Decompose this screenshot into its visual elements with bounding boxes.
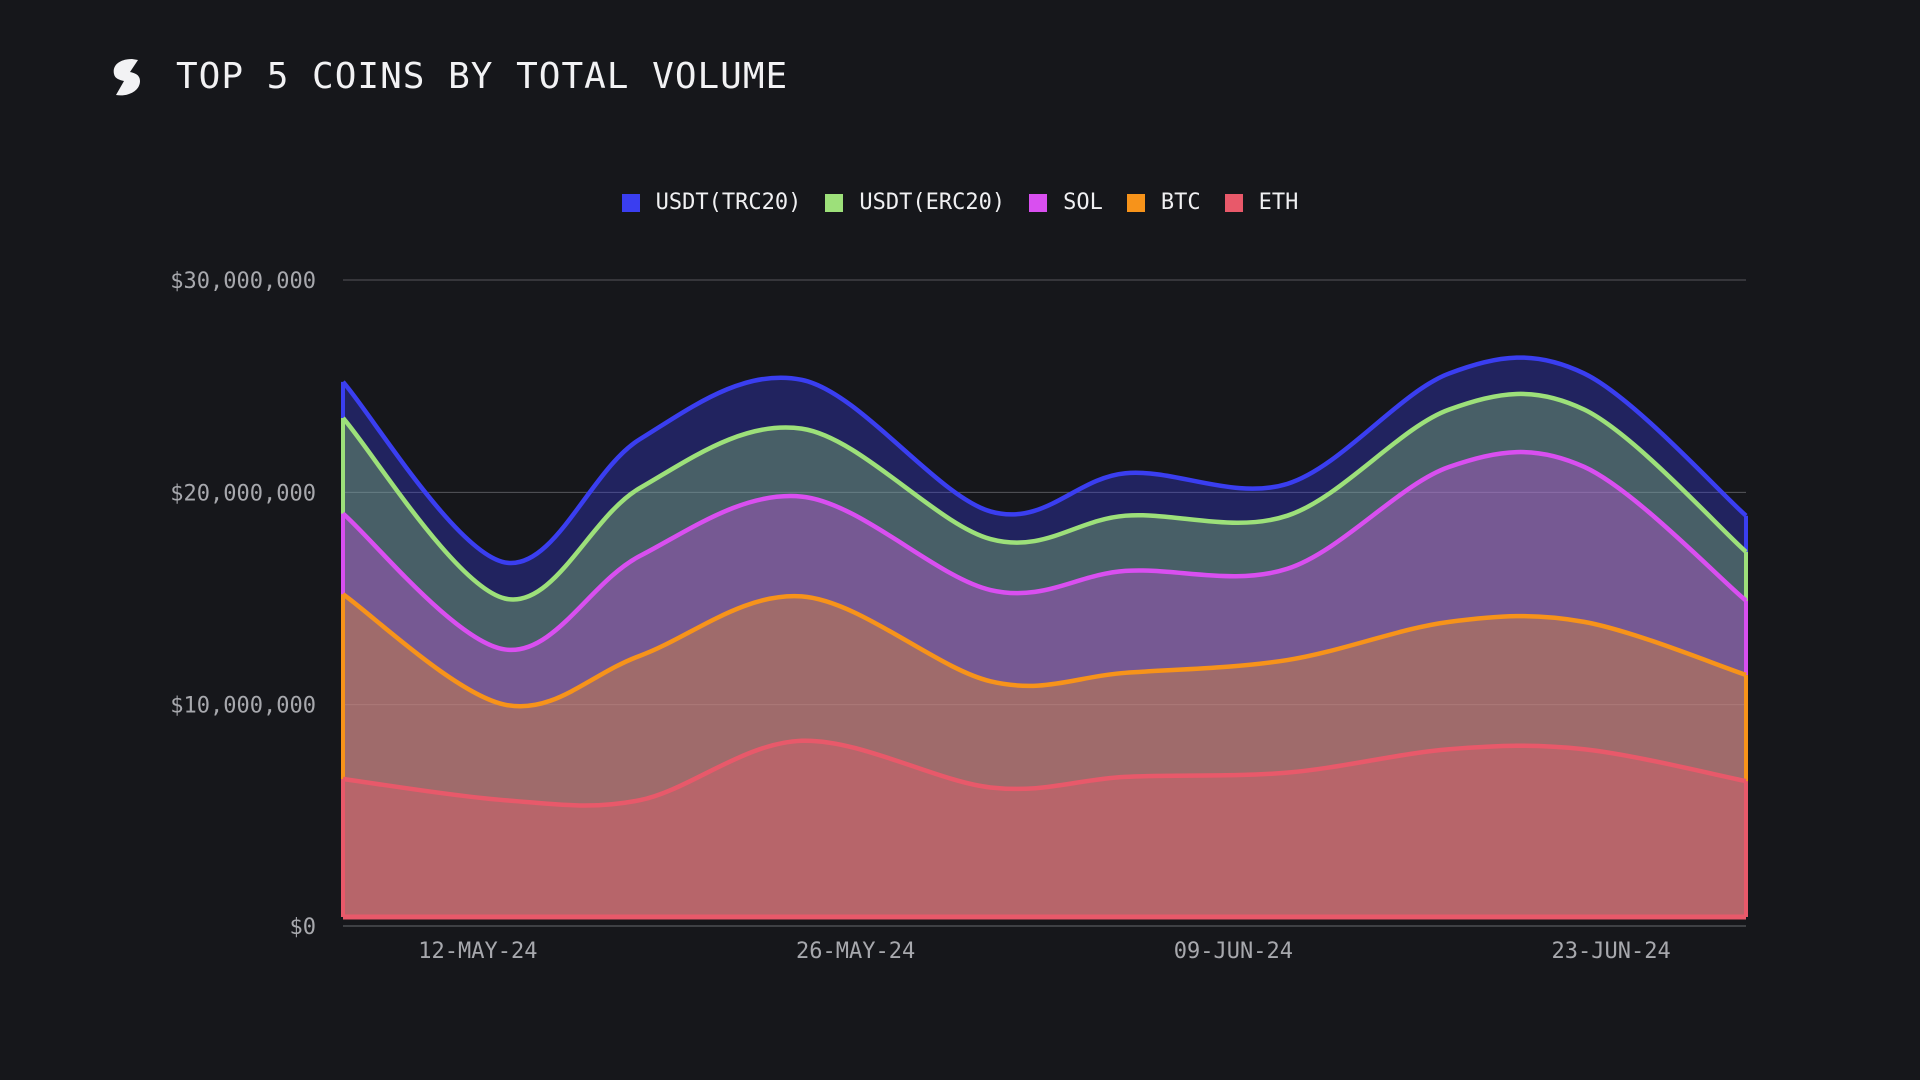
legend-label: USDT(TRC20) <box>655 190 802 215</box>
series-line-usdt-trc20 <box>341 355 1748 566</box>
legend-item-sol[interactable]: SOL <box>1029 190 1103 215</box>
legend-swatch <box>1224 193 1243 212</box>
series-line-usdt-erc20 <box>341 391 1748 602</box>
chart-legend: USDT(TRC20) USDT(ERC20) SOL BTC ETH <box>0 190 1920 215</box>
y-tick-label: $0 <box>290 915 317 940</box>
legend-swatch <box>825 193 844 212</box>
area-btc <box>343 594 1746 917</box>
y-tick-label: $10,000,000 <box>170 694 316 719</box>
x-tick-label: 23-JUN-24 <box>1551 939 1670 964</box>
stripe-s-logo-icon <box>113 58 140 95</box>
legend-label: USDT(ERC20) <box>859 190 1006 215</box>
area-eth <box>343 740 1746 917</box>
legend-swatch <box>1126 193 1145 212</box>
y-tick-label: $30,000,000 <box>170 269 316 294</box>
legend-swatch <box>621 193 640 212</box>
x-tick-label: 09-JUN-24 <box>1174 939 1293 964</box>
legend-item-usdt-erc20[interactable]: USDT(ERC20) <box>825 190 1005 215</box>
x-tick-label: 26-MAY-24 <box>796 939 915 964</box>
series-line-eth <box>342 738 1747 808</box>
series-line-sol <box>341 449 1748 653</box>
legend-swatch <box>1029 193 1048 212</box>
y-tick-label: $20,000,000 <box>170 481 316 506</box>
legend-label: ETH <box>1258 190 1299 215</box>
chart-title: TOP 5 COINS BY TOTAL VOLUME <box>176 56 789 97</box>
series-line-btc <box>341 592 1747 709</box>
chart-header: TOP 5 COINS BY TOTAL VOLUME <box>110 56 788 97</box>
legend-item-usdt-trc20[interactable]: USDT(TRC20) <box>621 190 802 215</box>
legend-item-btc[interactable]: BTC <box>1126 190 1201 215</box>
legend-item-eth[interactable]: ETH <box>1224 190 1299 215</box>
legend-label: SOL <box>1063 190 1103 215</box>
legend-label: BTC <box>1160 190 1201 215</box>
x-tick-label: 12-MAY-24 <box>418 939 537 964</box>
